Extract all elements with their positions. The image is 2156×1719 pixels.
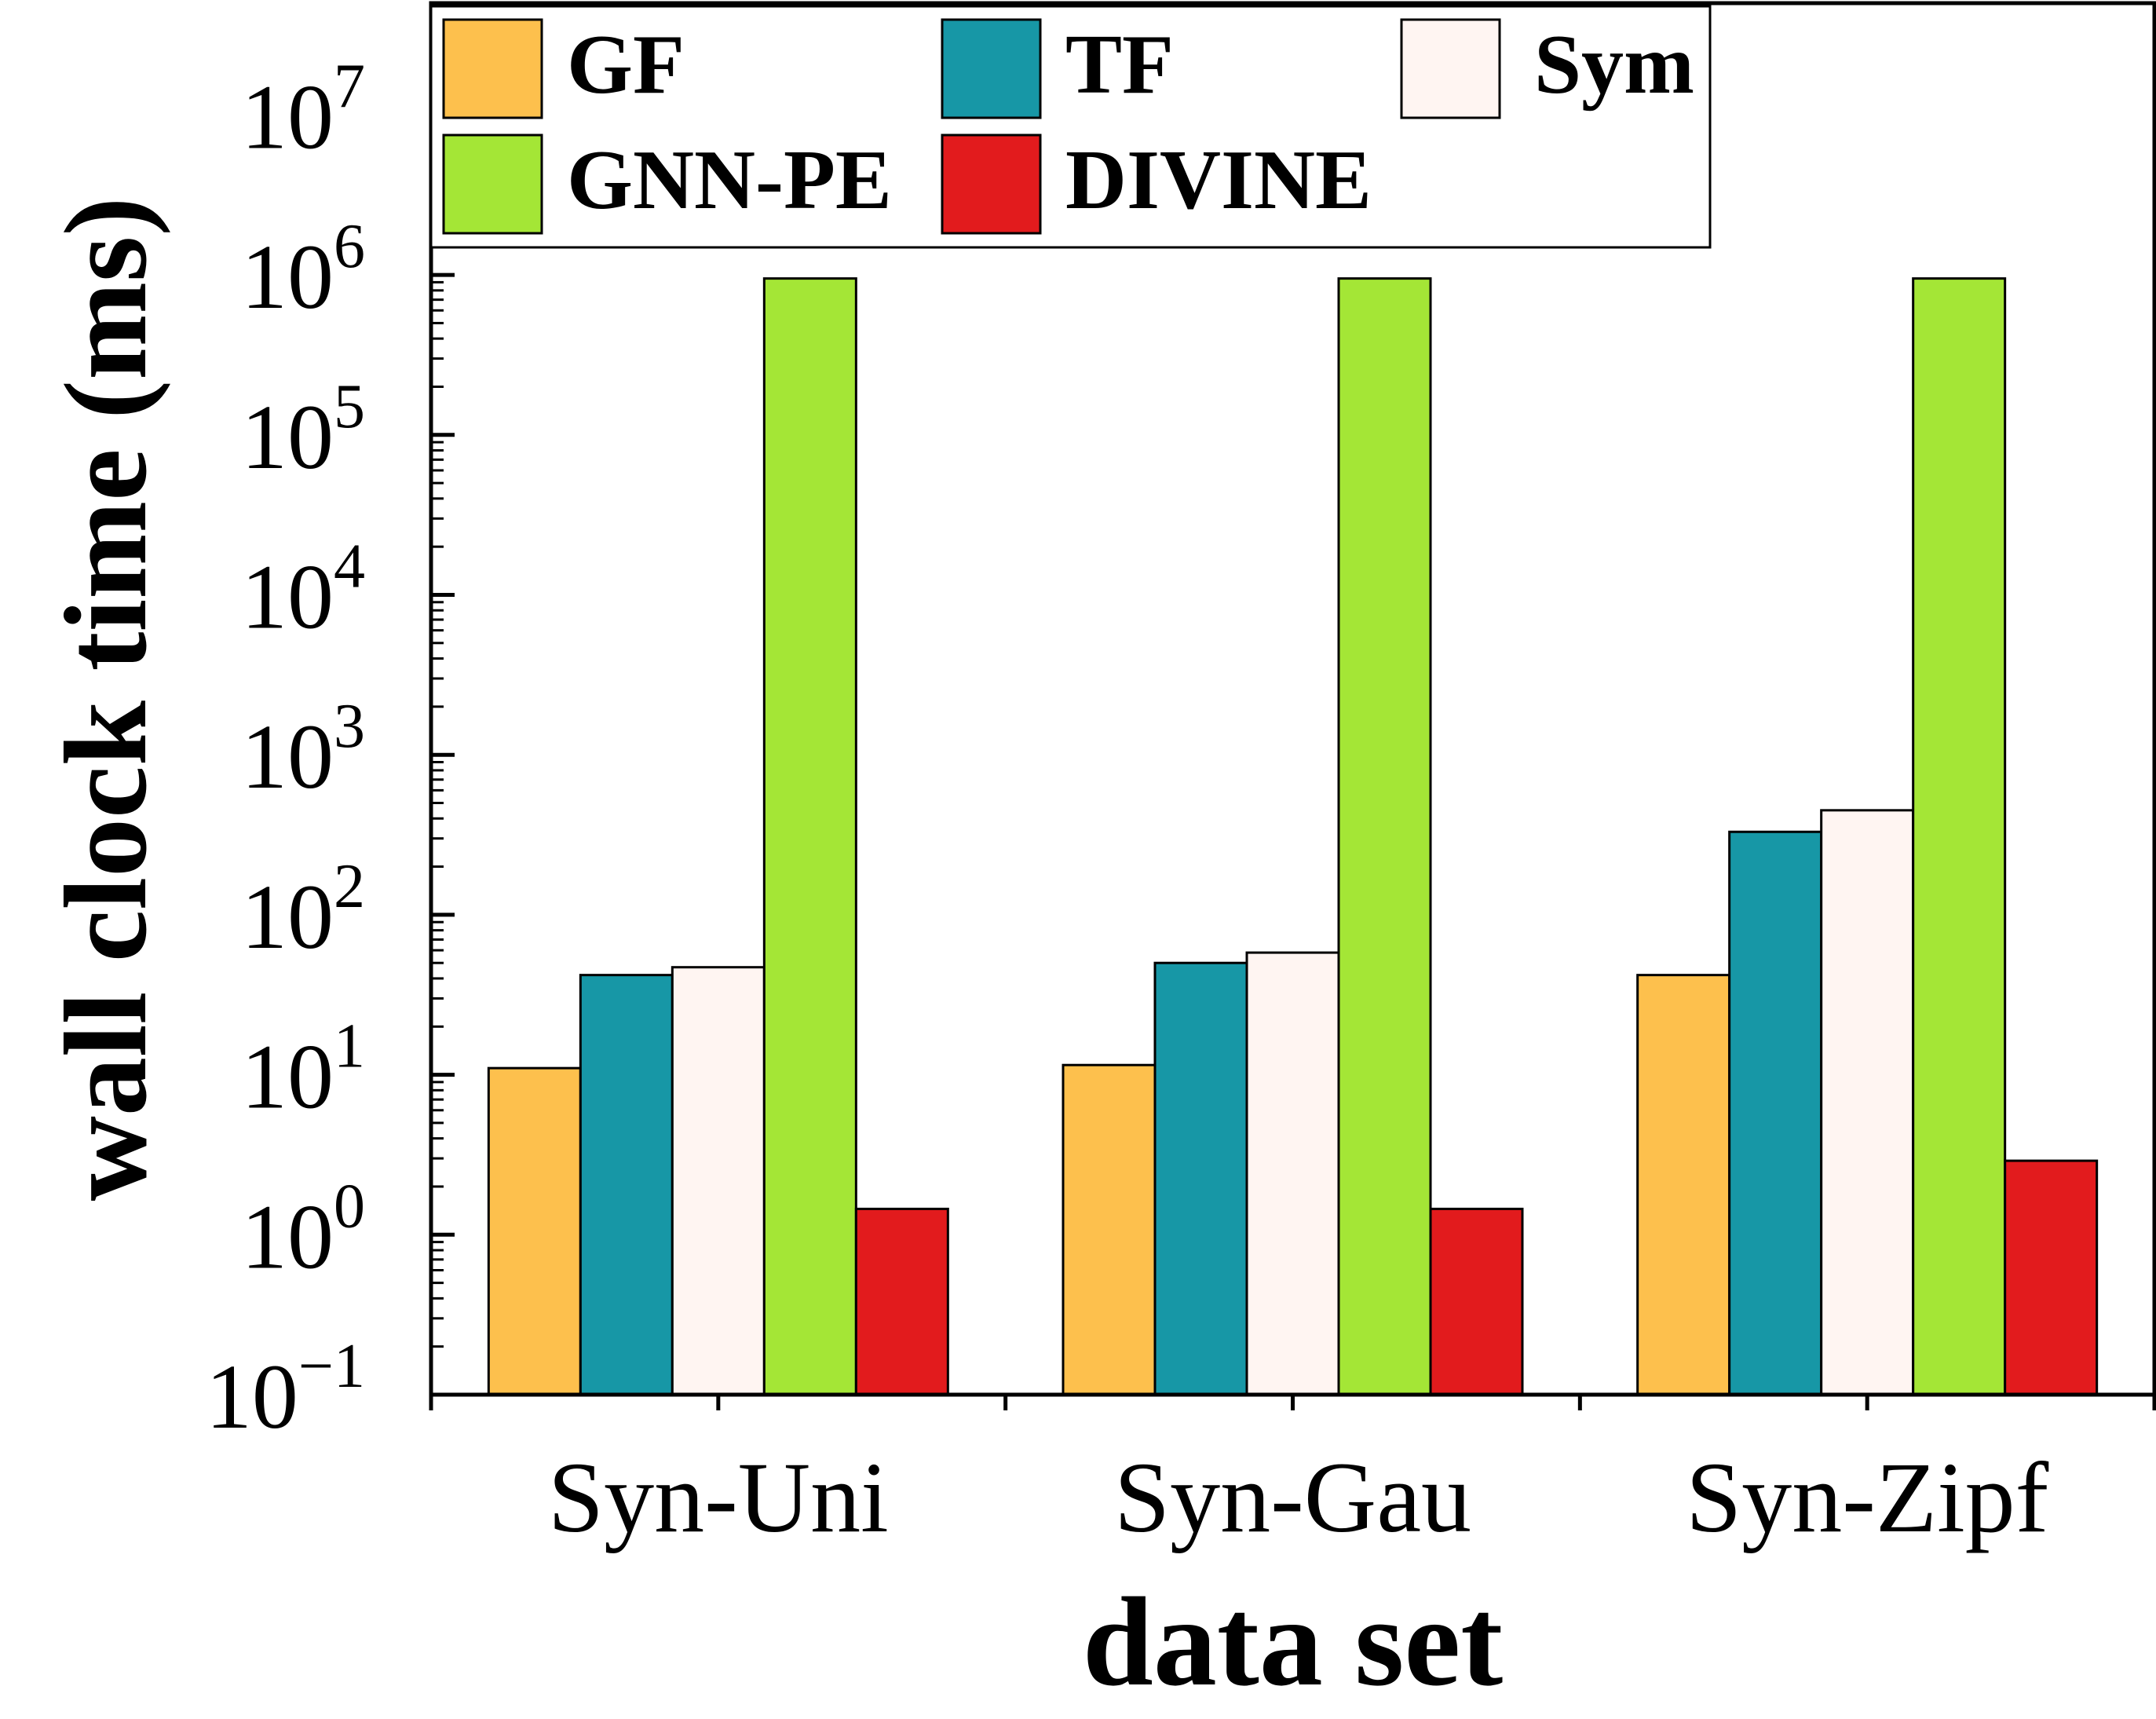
bar-gnn-pe-syn-gau bbox=[1337, 277, 1432, 1396]
legend-swatch-tf bbox=[941, 18, 1042, 119]
legend-swatch-gnn-pe bbox=[442, 133, 543, 235]
y-tick-label: 106 bbox=[241, 212, 365, 328]
bar-tf-syn-gau bbox=[1153, 961, 1248, 1396]
legend: GF TF Sym GNN-PE DIVINE bbox=[429, 5, 1712, 249]
legend-label-tf: TF bbox=[1065, 18, 1174, 112]
legend-swatch-sym bbox=[1400, 18, 1501, 119]
y-tick-label: 107 bbox=[241, 52, 365, 168]
legend-swatch-divine bbox=[941, 133, 1042, 235]
y-axis: 10−1 100 101 102 103 104 105 106 107 bbox=[206, 2, 455, 1448]
bar-sym-syn-uni bbox=[671, 966, 766, 1396]
legend-label-sym: Sym bbox=[1534, 18, 1694, 112]
y-axis-label: wall clock time (ms) bbox=[41, 197, 171, 1201]
y-tick-label: 100 bbox=[241, 1172, 365, 1288]
bar-divine-syn-gau bbox=[1429, 1207, 1524, 1396]
bar-sym-syn-zipf bbox=[1820, 809, 1915, 1396]
bar-sym-syn-gau bbox=[1245, 951, 1340, 1396]
bar-divine-syn-uni bbox=[854, 1207, 949, 1396]
bar-gnn-pe-syn-uni bbox=[762, 277, 857, 1396]
y-tick-label: 105 bbox=[241, 372, 365, 488]
bar-gnn-pe-syn-zipf bbox=[1912, 277, 2007, 1396]
legend-swatch-gf bbox=[442, 18, 543, 119]
x-axis: Syn-Uni Syn-Gau Syn-Zipf bbox=[429, 1395, 2156, 1553]
x-tick-label: Syn-Uni bbox=[548, 1442, 889, 1553]
y-tick-label: 102 bbox=[241, 852, 365, 968]
bar-tf-syn-uni bbox=[579, 974, 674, 1396]
legend-label-gf: GF bbox=[567, 18, 685, 112]
bar-gf-syn-uni bbox=[487, 1066, 582, 1396]
y-tick-label: 10−1 bbox=[206, 1332, 365, 1448]
x-tick-label: Syn-Zipf bbox=[1686, 1442, 2049, 1553]
x-axis-label: data set bbox=[1083, 1572, 1503, 1713]
bars-layer bbox=[487, 277, 2099, 1396]
y-tick-label: 101 bbox=[241, 1012, 365, 1128]
y-tick-label: 103 bbox=[241, 692, 365, 808]
legend-label-gnn-pe: GNN-PE bbox=[567, 133, 892, 227]
bar-divine-syn-zipf bbox=[2004, 1159, 2099, 1396]
bar-gf-syn-gau bbox=[1062, 1063, 1157, 1396]
y-tick-label: 104 bbox=[241, 532, 365, 648]
bar-gf-syn-zipf bbox=[1636, 974, 1731, 1396]
x-tick-label: Syn-Gau bbox=[1114, 1442, 1471, 1553]
legend-label-divine: DIVINE bbox=[1065, 133, 1372, 227]
bar-tf-syn-zipf bbox=[1728, 830, 1823, 1396]
